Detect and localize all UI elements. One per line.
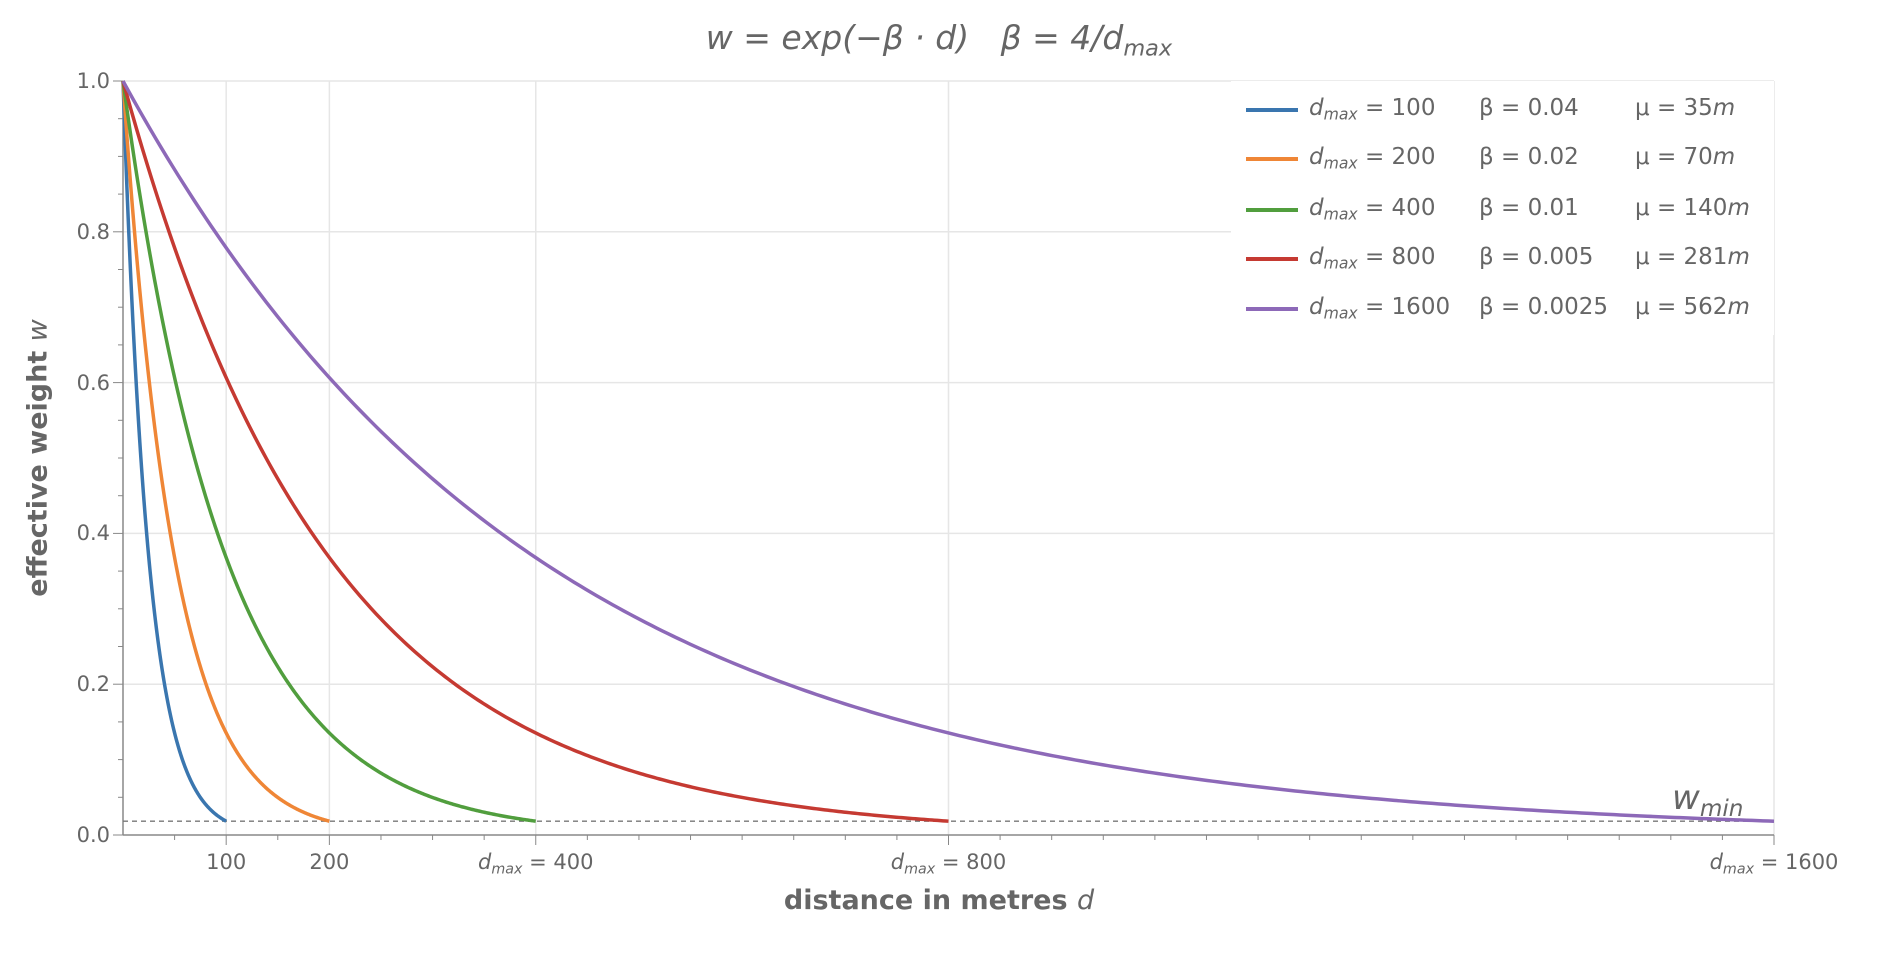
title-beta: β = 4/d xyxy=(1000,18,1124,57)
legend-item[interactable]: dmax = 200 β = 0.02 μ = 70m xyxy=(1231,144,1774,174)
series-line-800 xyxy=(121,80,949,823)
legend-mu: μ = 70m xyxy=(1635,144,1735,170)
x-tick-prefix: d xyxy=(1709,850,1723,874)
legend-mu-unit: m xyxy=(1727,195,1750,221)
series-line-200 xyxy=(121,80,331,823)
w-min-sub: min xyxy=(1699,795,1744,822)
x-tick-value: = 800 xyxy=(935,850,1007,874)
legend-d-sub: max xyxy=(1323,253,1358,273)
w-min-text: w xyxy=(1672,778,1700,818)
x-tick-label: 200 xyxy=(309,850,349,874)
legend-beta: β = 0.02 xyxy=(1479,144,1579,170)
x-tick-label: dmax = 400 xyxy=(478,850,593,877)
legend-beta: β = 0.04 xyxy=(1479,95,1579,121)
x-tick-value: 200 xyxy=(309,850,350,874)
legend-item[interactable]: dmax = 1600 β = 0.0025 μ = 562m xyxy=(1231,294,1774,324)
title-w: w xyxy=(705,18,733,57)
legend-beta: β = 0.0025 xyxy=(1479,294,1609,320)
y-tick-label: 0.2 xyxy=(76,672,110,697)
x-axis-title-text: distance in metres xyxy=(783,885,1077,916)
legend-d: d xyxy=(1309,144,1324,170)
legend-mu-unit: m xyxy=(1727,244,1750,270)
series-line-400 xyxy=(121,80,537,823)
y-axis-title-text: effective weight xyxy=(22,341,54,597)
x-axis-title-var: d xyxy=(1076,885,1095,916)
series-line-1600 xyxy=(121,80,1775,823)
legend-mu-value: μ = 70 xyxy=(1635,144,1713,170)
legend-mu-value: μ = 562 xyxy=(1635,294,1728,320)
x-tick-label: dmax = 800 xyxy=(891,850,1006,877)
title-equation: = exp(−β · d) xyxy=(732,18,970,57)
legend-d: d xyxy=(1309,244,1324,270)
legend-mu-value: μ = 140 xyxy=(1635,195,1728,221)
legend-dmax-value: = 800 xyxy=(1357,244,1436,270)
legend-dmax: dmax = 400 xyxy=(1309,195,1435,224)
legend-mu-unit: m xyxy=(1712,144,1736,170)
x-tick-label: dmax = 1600 xyxy=(1710,850,1839,877)
series-line-100 xyxy=(121,80,228,823)
title-sub: max xyxy=(1123,35,1173,62)
x-tick-value: = 1600 xyxy=(1754,850,1839,874)
legend-swatch xyxy=(1246,157,1298,161)
legend-item[interactable]: dmax = 800 β = 0.005 μ = 281m xyxy=(1231,244,1774,274)
legend-dmax-value: = 1600 xyxy=(1357,294,1451,320)
x-tick-value: = 400 xyxy=(522,850,594,874)
legend-dmax-value: = 200 xyxy=(1357,144,1436,170)
legend-dmax: dmax = 1600 xyxy=(1309,294,1450,323)
legend-swatch xyxy=(1246,208,1298,212)
x-tick-sub: max xyxy=(491,861,523,878)
legend-dmax-value: = 100 xyxy=(1357,95,1436,121)
legend-mu: μ = 281m xyxy=(1635,244,1750,270)
legend-item[interactable]: dmax = 400 β = 0.01 μ = 140m xyxy=(1231,195,1774,225)
y-axis-title-var: w xyxy=(22,319,54,342)
legend-mu: μ = 562m xyxy=(1635,294,1750,320)
legend-beta: β = 0.01 xyxy=(1479,195,1579,221)
legend-d: d xyxy=(1309,195,1324,221)
y-tick-label: 0.8 xyxy=(76,219,110,244)
chart-title: w = exp(−β · d) β = 4/dmax xyxy=(0,18,1878,62)
legend-beta: β = 0.005 xyxy=(1479,244,1594,270)
legend-d-sub: max xyxy=(1323,204,1358,224)
x-tick-value: 100 xyxy=(206,850,247,874)
legend-dmax: dmax = 100 xyxy=(1309,95,1435,124)
legend-mu: μ = 35m xyxy=(1635,95,1735,121)
legend-mu: μ = 140m xyxy=(1635,195,1750,221)
x-tick-label: 100 xyxy=(206,850,246,874)
legend-d: d xyxy=(1309,294,1324,320)
legend-swatch xyxy=(1246,108,1298,112)
legend-d-sub: max xyxy=(1323,153,1358,173)
y-axis-title: effective weight w xyxy=(23,319,54,596)
w-min-label: wmin xyxy=(1672,778,1743,822)
legend-d: d xyxy=(1309,95,1324,121)
x-tick-prefix: d xyxy=(478,850,492,874)
legend-swatch xyxy=(1246,257,1298,261)
x-tick-sub: max xyxy=(904,861,936,878)
legend-dmax: dmax = 800 xyxy=(1309,244,1435,273)
legend: dmax = 100 β = 0.04 μ = 35m dmax = 200 β = 0… xyxy=(1231,81,1774,335)
legend-dmax: dmax = 200 xyxy=(1309,144,1435,173)
legend-mu-unit: m xyxy=(1712,95,1736,121)
y-tick-label: 1.0 xyxy=(76,69,110,93)
legend-swatch xyxy=(1246,307,1298,311)
legend-d-sub: max xyxy=(1323,303,1358,323)
legend-mu-unit: m xyxy=(1727,294,1750,320)
x-axis-title: distance in metres d xyxy=(0,885,1878,916)
y-tick-label: 0.0 xyxy=(76,823,110,847)
legend-d-sub: max xyxy=(1323,104,1358,124)
legend-mu-value: μ = 281 xyxy=(1635,244,1728,270)
legend-dmax-value: = 400 xyxy=(1357,195,1436,221)
y-tick-label: 0.6 xyxy=(76,370,110,395)
x-tick-sub: max xyxy=(1722,861,1755,878)
x-tick-prefix: d xyxy=(890,850,905,874)
legend-item[interactable]: dmax = 100 β = 0.04 μ = 35m xyxy=(1231,95,1774,125)
legend-mu-value: μ = 35 xyxy=(1635,95,1713,121)
y-tick-label: 0.4 xyxy=(76,521,110,546)
